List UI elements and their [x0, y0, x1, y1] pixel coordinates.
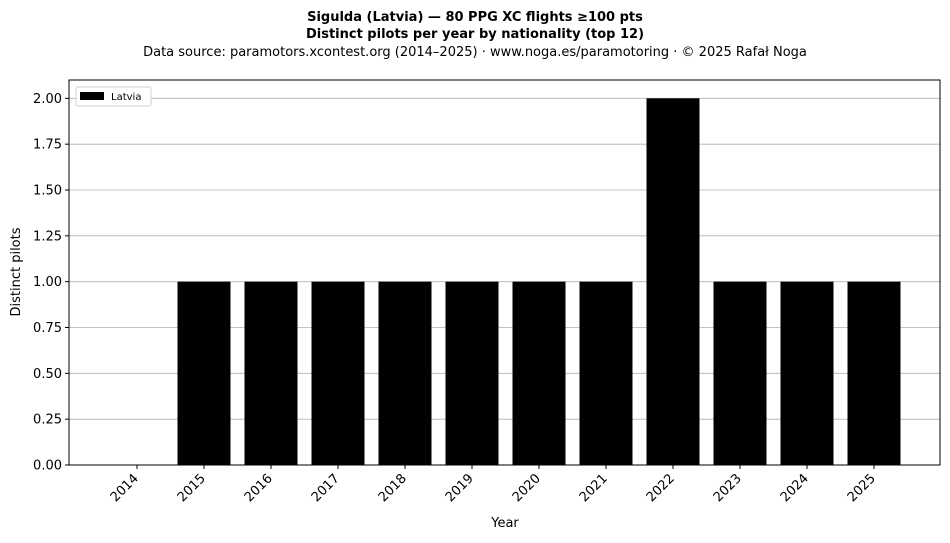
x-tick-label: 2021 [577, 471, 611, 505]
x-tick-label: 2018 [376, 471, 410, 505]
chart-subtitle: Data source: paramotors.xcontest.org (20… [143, 45, 807, 60]
bar-2023 [713, 281, 767, 465]
y-tick-label: 1.50 [33, 184, 62, 199]
x-axis-label: Year [490, 516, 519, 531]
x-tick-label: 2025 [845, 471, 879, 505]
y-tick-label: 0.75 [33, 321, 62, 336]
legend: Latvia [75, 86, 152, 107]
x-tick-label: 2017 [309, 471, 343, 505]
legend-box [75, 86, 152, 107]
plot-frame [68, 79, 941, 466]
bar-2016 [244, 281, 298, 465]
y-axis-label: Distinct pilots [9, 227, 24, 316]
chart-title-line2: Distinct pilots per year by nationality … [306, 27, 644, 42]
legend-swatch [80, 92, 104, 100]
y-tick-label: 1.00 [33, 275, 62, 290]
bars-layer [177, 98, 901, 465]
y-tick-label: 1.25 [33, 229, 62, 244]
x-tick-label: 2019 [443, 471, 477, 505]
y-tick-label: 0.25 [33, 413, 62, 428]
y-tick-label: 1.75 [33, 138, 62, 153]
y-tick-label: 2.00 [33, 92, 62, 107]
bar-2017 [311, 281, 365, 465]
x-axis: 2014 2015 2016 2017 2018 2019 2020 2021 2022 2023… [108, 465, 879, 505]
bar-2015 [177, 281, 231, 465]
x-tick-label: 2024 [778, 471, 812, 505]
x-tick-label: 2023 [711, 471, 745, 505]
x-tick-label: 2014 [108, 471, 142, 505]
x-tick-label: 2015 [175, 471, 209, 505]
x-tick-label: 2022 [644, 471, 678, 505]
bar-2019 [445, 281, 499, 465]
x-tick-label: 2016 [242, 471, 276, 505]
bar-2021 [579, 281, 633, 465]
legend-label: Latvia [111, 92, 141, 103]
bar-2025 [847, 281, 901, 465]
y-tick-label: 0.50 [33, 367, 62, 382]
y-axis: 0.00 0.25 0.50 0.75 1.00 1.25 1.50 1.75 2.00 [33, 92, 69, 474]
x-tick-label: 2020 [510, 471, 544, 505]
y-tick-label: 0.00 [33, 459, 62, 474]
bar-2020 [512, 281, 566, 465]
bar-2022 [646, 98, 700, 465]
bar-2024 [780, 281, 834, 465]
chart-title-line1: Sigulda (Latvia) — 80 PPG XC flights ≥10… [307, 10, 643, 25]
bar-2018 [378, 281, 432, 465]
